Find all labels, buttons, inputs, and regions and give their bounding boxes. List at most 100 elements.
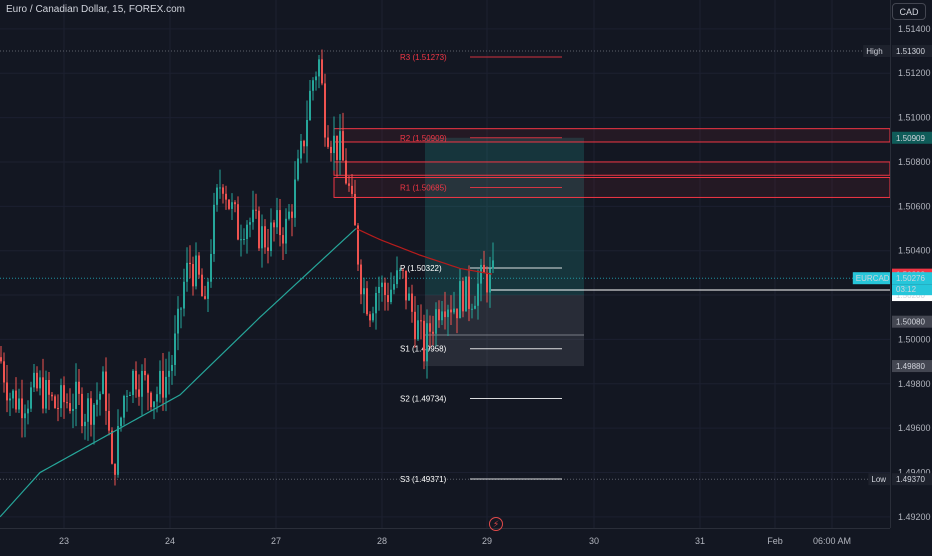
candle-body <box>147 375 149 393</box>
candle-body <box>90 398 92 425</box>
candle-body <box>99 393 101 400</box>
candle-body <box>120 417 122 427</box>
candle-body <box>255 209 257 211</box>
candle-body <box>324 83 326 138</box>
candle-body <box>78 381 80 394</box>
candle-body <box>225 193 227 200</box>
price-tag-bg <box>863 45 890 58</box>
price-tag-bg <box>852 272 890 285</box>
candle-body <box>258 210 260 249</box>
candle-body <box>456 308 458 319</box>
resistance-zone <box>333 161 891 176</box>
candle-body <box>279 210 281 236</box>
candle-body <box>480 264 482 284</box>
candle-body <box>453 308 455 313</box>
countdown-bg <box>892 284 932 296</box>
candle-body <box>102 371 104 394</box>
countdown-label: 03:12 <box>896 285 917 294</box>
candle-body <box>267 247 269 251</box>
candle-body <box>180 308 182 310</box>
candle-body <box>30 387 32 409</box>
candle-body <box>144 370 146 376</box>
candle-body <box>138 389 140 397</box>
candle-body <box>492 260 494 269</box>
candle-body <box>249 222 251 225</box>
candle-body <box>21 398 23 419</box>
candle-body <box>384 282 386 296</box>
candle-body <box>198 255 200 275</box>
currency-button[interactable]: CAD <box>892 3 926 20</box>
candle-body <box>468 276 470 309</box>
price-label-stopbox: 1.50080 <box>896 318 925 327</box>
candle-body <box>306 119 308 147</box>
candle-body <box>387 295 389 303</box>
price-axis-labels: 1.51400 1.51200 1.51000 1.50800 1.50600 1.504… <box>892 24 932 522</box>
candle-body <box>159 370 161 395</box>
price-label-high: 1.51300 <box>896 47 925 56</box>
price-tag-high: High <box>866 47 882 56</box>
candle-body <box>93 404 95 425</box>
candle-body <box>192 264 194 287</box>
candle-body <box>216 187 218 205</box>
candle-body <box>87 398 89 422</box>
price-tag-last: EURCAD <box>856 274 890 283</box>
candle-body <box>288 211 290 219</box>
candle-body <box>423 320 425 362</box>
candle-body <box>375 293 377 314</box>
candle-body <box>210 253 212 282</box>
candle-body <box>315 76 317 81</box>
candle-body <box>447 309 449 318</box>
candle-body <box>399 269 401 271</box>
candle-body <box>360 264 362 295</box>
price-label-bg <box>892 315 932 328</box>
candle-body <box>60 385 62 409</box>
candle-body <box>219 187 221 189</box>
candle-body <box>84 421 86 427</box>
candle-body <box>174 333 176 365</box>
candle-body <box>432 331 434 334</box>
candle-body <box>330 146 332 154</box>
candle-body <box>27 408 29 414</box>
candle-body <box>135 370 137 390</box>
candle-body <box>321 59 323 84</box>
price-label-bg <box>892 272 932 285</box>
candle-body <box>156 394 158 402</box>
price-tick-label: 1.51000 <box>898 113 931 123</box>
time-tick-label: 23 <box>59 536 69 546</box>
candle-body <box>336 135 338 160</box>
candle-body <box>471 308 473 310</box>
candle-body <box>207 281 209 299</box>
ma-fast-line <box>355 227 493 275</box>
candle-body <box>69 403 71 411</box>
candle-body <box>354 193 356 226</box>
candle-body <box>381 282 383 287</box>
lightning-icon[interactable]: ⚡ <box>489 517 503 531</box>
pivot-label: R3 (1.51273) <box>400 53 447 62</box>
price-axis[interactable]: 1.51400 1.51200 1.51000 1.50800 1.50600 1.504… <box>890 0 932 528</box>
chart-area[interactable]: R3 (1.51273) R2 (1.50909) R1 (1.50685) P (1… <box>0 0 891 528</box>
candle-body <box>0 357 2 362</box>
candle-body <box>294 179 296 218</box>
price-chart[interactable]: R3 (1.51273) R2 (1.50909) R1 (1.50685) P (1… <box>0 0 891 528</box>
candle-body <box>195 255 197 287</box>
price-label-bg <box>892 473 932 486</box>
candle-body <box>450 309 452 313</box>
candle-body <box>318 59 320 77</box>
time-tick-label: 31 <box>695 536 705 546</box>
candle-body <box>54 396 56 408</box>
time-axis[interactable]: 23 24 27 28 29 30 31 Feb 06:00 AM <box>0 528 890 551</box>
candle-body <box>153 401 155 408</box>
candle-body <box>237 204 239 240</box>
price-tag-bg <box>868 473 890 486</box>
candle-body <box>351 185 353 194</box>
candle-body <box>189 262 191 265</box>
candle-body <box>45 379 47 409</box>
pivot-label: S3 (1.49371) <box>400 475 447 484</box>
candle-body <box>246 224 248 239</box>
price-tick-label: 1.50400 <box>898 246 931 256</box>
candle-body <box>270 222 272 251</box>
candle-body <box>474 305 476 309</box>
candle-body <box>396 270 398 285</box>
price-tick-label: 1.50800 <box>898 157 931 167</box>
time-tick-label: 24 <box>165 536 175 546</box>
